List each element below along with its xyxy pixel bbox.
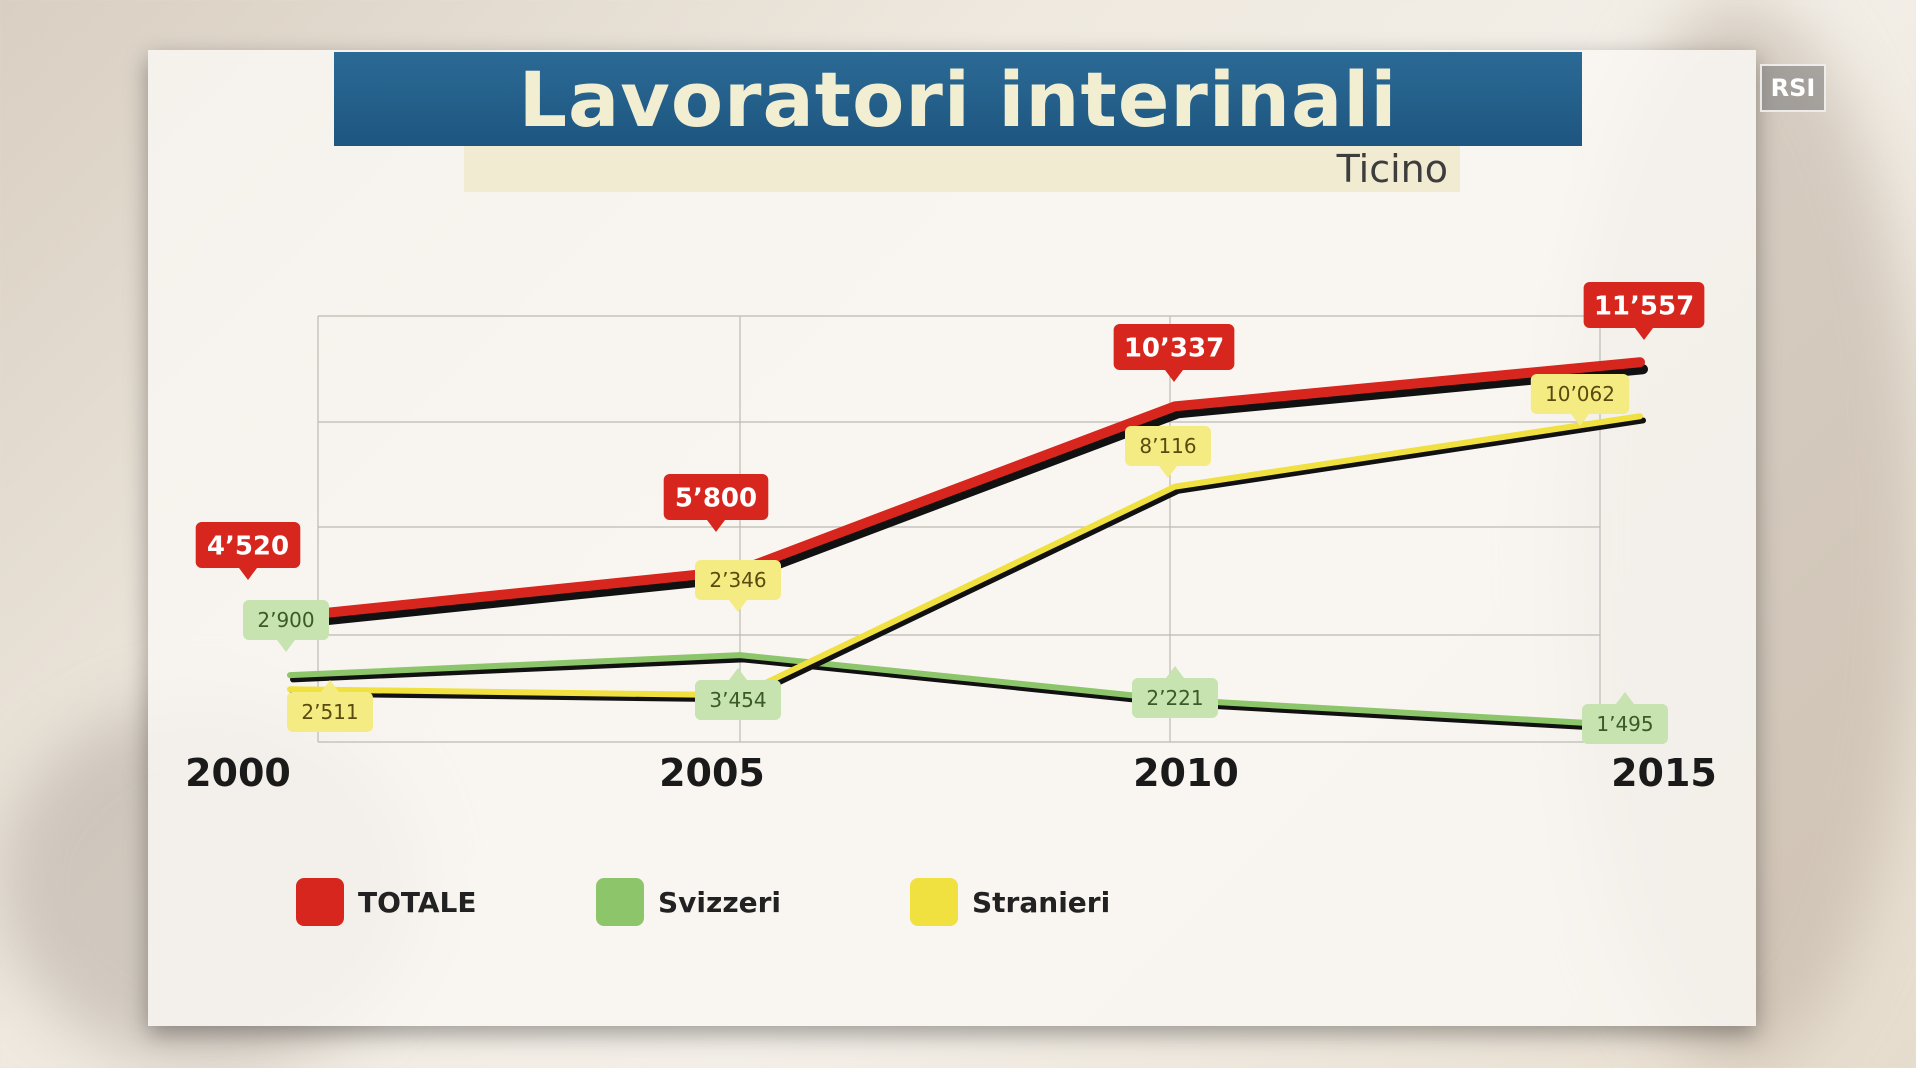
data-label-svizzeri: 2’900: [243, 600, 329, 652]
data-label-stranieri-text: 2’346: [709, 568, 766, 592]
data-label-totale: 10’337: [1113, 324, 1235, 382]
data-label-totale: 11’557: [1583, 282, 1705, 340]
x-tick-label: 2000: [185, 751, 291, 795]
data-label-stranieri-box: [287, 692, 373, 732]
data-label-totale-text: 11’557: [1594, 291, 1694, 321]
series-line-stranieri: [287, 413, 1643, 699]
chart-panel: [148, 50, 1756, 1026]
data-label-svizzeri-box: [1132, 678, 1218, 718]
data-label-totale-pointer: [239, 568, 257, 580]
x-tick-label: 2015: [1611, 751, 1717, 795]
legend-swatch-svizzeri: [596, 878, 644, 926]
data-label-totale-box: [195, 522, 301, 568]
data-label-stranieri-text: 8’116: [1139, 434, 1196, 458]
data-label-totale: 5’800: [663, 474, 769, 532]
legend-item-svizzeri: Svizzeri: [596, 878, 781, 926]
data-label-stranieri: 2’511: [287, 680, 373, 732]
data-label-svizzeri-text: 1’495: [1596, 712, 1653, 736]
data-label-svizzeri-text: 3’454: [709, 688, 766, 712]
legend-item-totale: TOTALE: [296, 878, 476, 926]
data-label-stranieri-text: 2’511: [301, 700, 358, 724]
data-label-svizzeri-text: 2’900: [257, 608, 314, 632]
data-label-svizzeri-pointer: [729, 668, 747, 680]
data-label-totale-text: 5’800: [675, 483, 757, 513]
data-label-totale-pointer: [1635, 328, 1653, 340]
data-label-stranieri-box: [1125, 426, 1211, 466]
data-label-totale-pointer: [1165, 370, 1183, 382]
legend-swatch-stranieri: [910, 878, 958, 926]
data-label-stranieri-text: 10’062: [1545, 382, 1615, 406]
data-label-totale-box: [663, 474, 769, 520]
legend-swatch-totale: [296, 878, 344, 926]
series-line-totale: [285, 357, 1645, 622]
data-label-svizzeri: 2’221: [1132, 666, 1218, 718]
data-label-stranieri-pointer: [729, 600, 747, 612]
legend-item-stranieri: Stranieri: [910, 878, 1110, 926]
data-label-svizzeri-box: [695, 680, 781, 720]
x-tick-label: 2010: [1133, 751, 1239, 795]
data-label-totale-pointer: [707, 520, 725, 532]
series-shadow-stranieri: [290, 417, 1646, 703]
legend-label-stranieri: Stranieri: [972, 885, 1111, 919]
subtitle-bar: Ticino: [464, 146, 1460, 192]
data-label-svizzeri-text: 2’221: [1146, 686, 1203, 710]
data-label-svizzeri: 1’495: [1582, 692, 1668, 744]
legend-label-svizzeri: Svizzeri: [658, 885, 782, 919]
data-label-stranieri-pointer: [321, 680, 339, 692]
data-label-svizzeri-box: [1582, 704, 1668, 744]
chart-subtitle: Ticino: [1336, 147, 1448, 191]
x-tick-label: 2005: [659, 751, 765, 795]
data-label-svizzeri-pointer: [1616, 692, 1634, 704]
data-label-totale-box: [1583, 282, 1705, 328]
title-bar: Lavoratori interinali: [334, 52, 1582, 146]
data-label-stranieri-box: [695, 560, 781, 600]
broadcaster-logo: RSI: [1760, 64, 1826, 112]
data-label-totale-text: 4’520: [207, 531, 289, 561]
series-shadow-totale: [288, 364, 1648, 629]
data-label-totale-text: 10’337: [1124, 333, 1224, 363]
data-label-totale-box: [1113, 324, 1235, 370]
data-label-svizzeri-pointer: [277, 640, 295, 652]
data-label-stranieri-pointer: [1159, 466, 1177, 478]
data-label-totale: 4’520: [195, 522, 301, 580]
series-shadow-svizzeri: [290, 656, 1646, 734]
legend-label-totale: TOTALE: [358, 885, 477, 919]
series-line-svizzeri: [287, 652, 1643, 729]
data-label-stranieri: 8’116: [1125, 426, 1211, 478]
data-label-svizzeri: 3’454: [695, 668, 781, 720]
data-label-stranieri-box: [1530, 374, 1630, 414]
chart-title: Lavoratori interinali: [518, 54, 1398, 144]
data-label-stranieri-pointer: [1571, 414, 1589, 426]
data-label-svizzeri-box: [243, 600, 329, 640]
data-label-svizzeri-pointer: [1166, 666, 1184, 678]
data-label-stranieri: 10’062: [1530, 374, 1630, 426]
data-label-stranieri: 2’346: [695, 560, 781, 612]
